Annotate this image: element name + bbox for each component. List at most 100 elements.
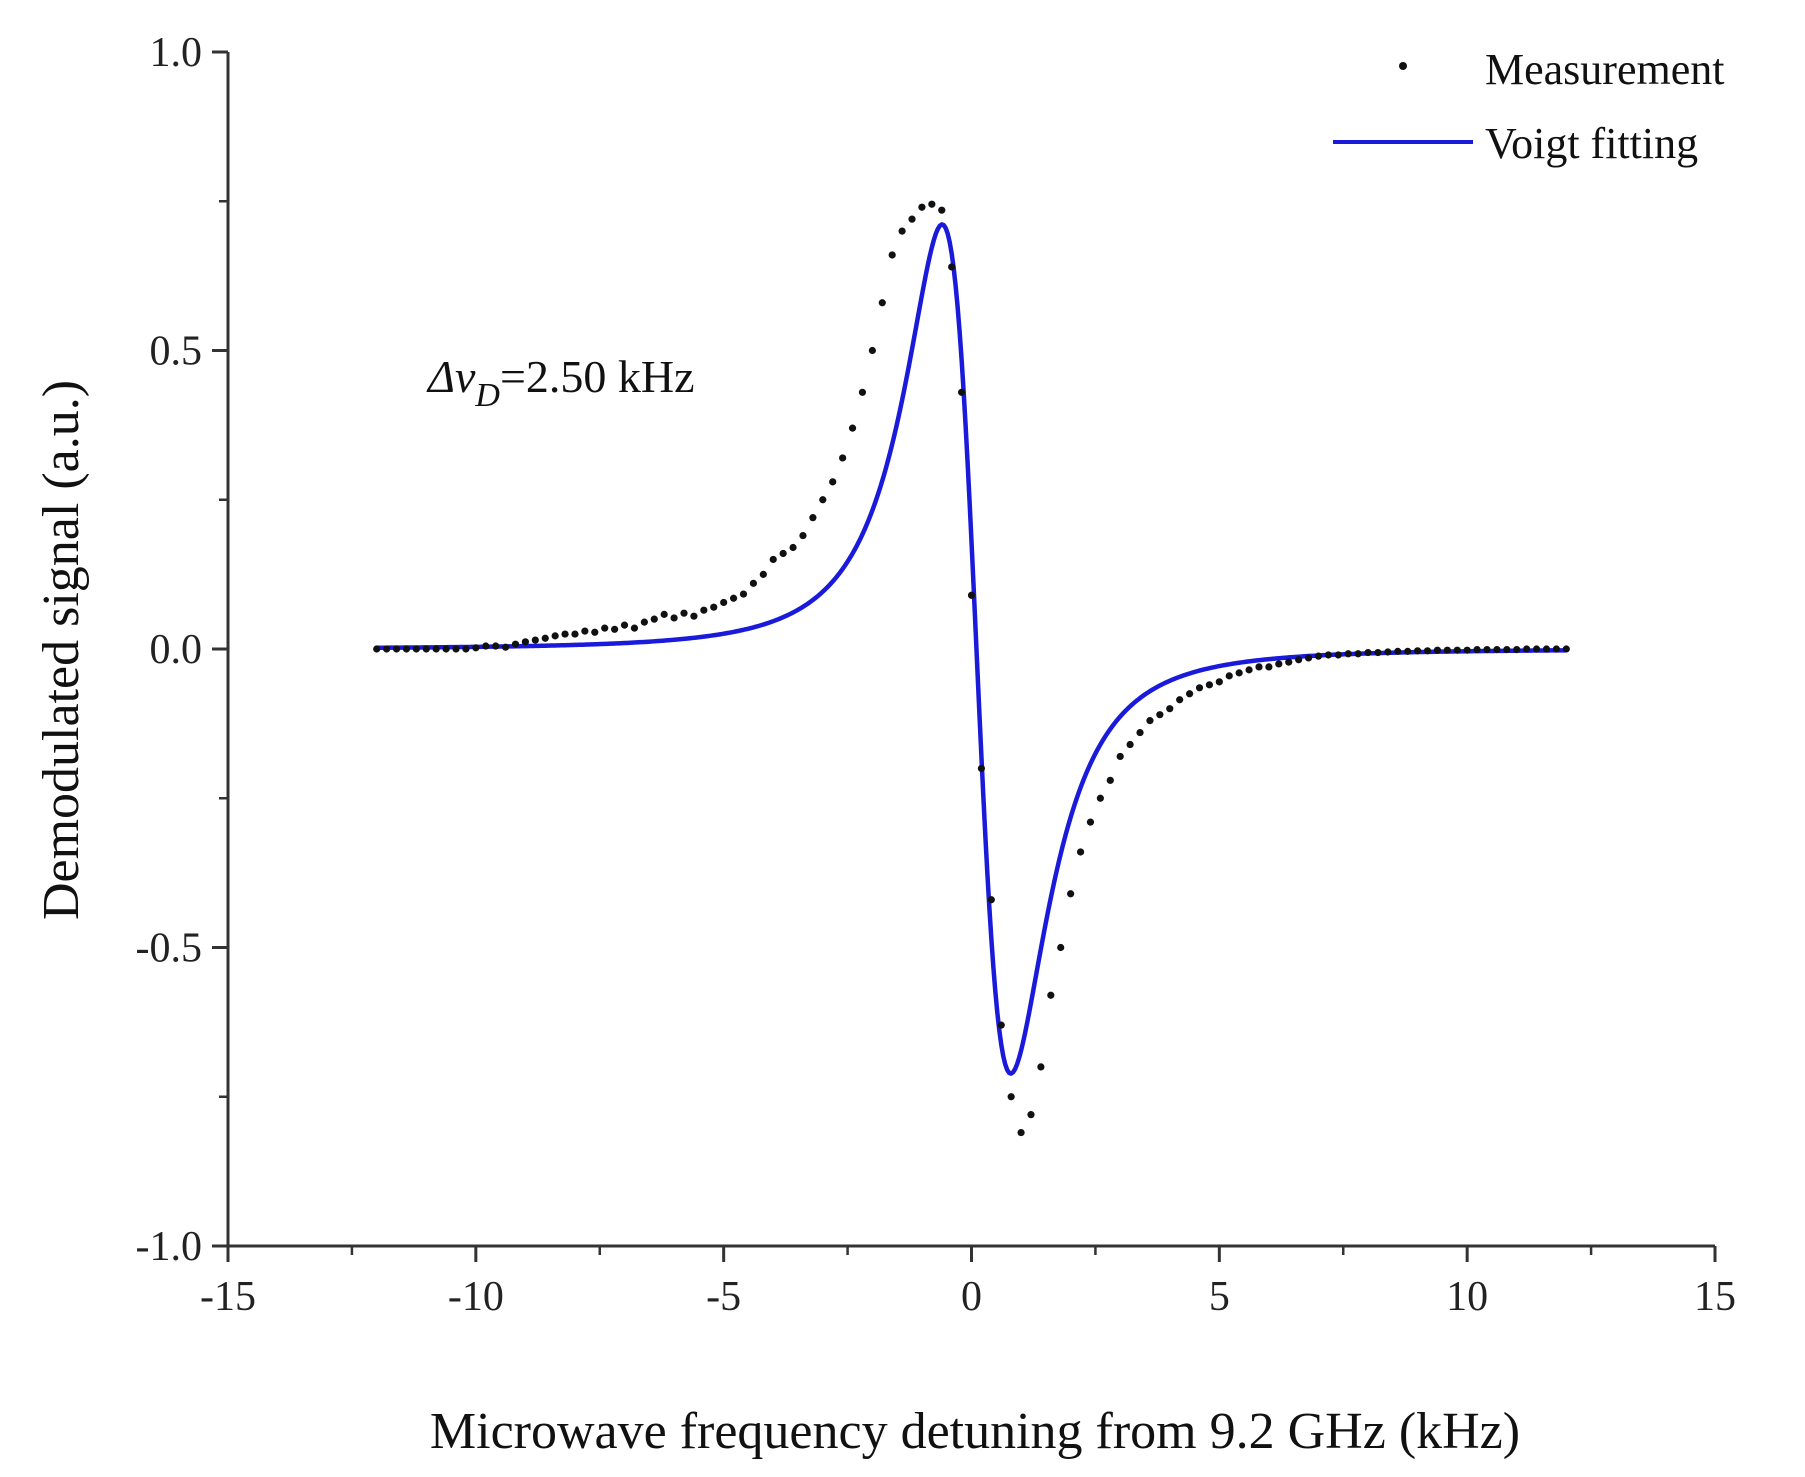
- measurement-point: [1225, 672, 1233, 680]
- x-axis-title: Microwave frequency detuning from 9.2 GH…: [430, 1403, 1520, 1460]
- measurement-point: [1245, 666, 1253, 674]
- measurement-point: [1067, 890, 1075, 898]
- measurement-point: [501, 643, 510, 651]
- measurement-point: [700, 606, 708, 614]
- scatter-layer: [373, 200, 1570, 1137]
- measurement-point: [482, 642, 490, 650]
- measurement-point: [452, 645, 460, 653]
- measurement-point: [1017, 1128, 1025, 1137]
- measurement-point: [1205, 681, 1214, 689]
- measurement-point: [1433, 646, 1442, 654]
- measurement-point: [967, 591, 976, 599]
- measurement-point: [819, 496, 827, 504]
- measurement-point: [620, 621, 629, 629]
- measurement-point: [392, 645, 401, 653]
- x-tick-label: -5: [706, 1274, 741, 1320]
- measurement-point: [630, 624, 639, 632]
- measurement-point: [898, 227, 906, 235]
- measurement-point: [1195, 684, 1204, 692]
- measurement-point: [1523, 645, 1531, 653]
- measurement-point: [809, 514, 817, 522]
- x-tick-label: 5: [1209, 1274, 1230, 1320]
- measurement-point: [1532, 645, 1541, 653]
- measurement-point: [1324, 651, 1332, 659]
- measurement-point: [1285, 658, 1293, 666]
- measurement-point: [680, 609, 688, 617]
- measurement-point: [1235, 669, 1243, 677]
- measurement-point: [799, 531, 807, 540]
- measurement-point: [1473, 646, 1481, 654]
- measurement-point: [888, 251, 896, 259]
- measurement-point: [601, 624, 609, 632]
- measurement-point: [1096, 794, 1104, 802]
- measurement-point: [541, 634, 549, 642]
- measurement-point: [1116, 752, 1124, 761]
- measurement-point: [789, 543, 797, 552]
- measurement-point: [422, 645, 430, 653]
- annotation-value: =2.50 kHz: [500, 351, 695, 402]
- measurement-point: [1384, 648, 1392, 656]
- measurement-point: [611, 625, 619, 633]
- measurement-point: [1344, 650, 1352, 658]
- measurement-point: [1404, 647, 1412, 655]
- axes-layer: -15 -10 -5 0 5 10 15 -1.0 -0.5 0.0 0.5 1.0: [136, 30, 1737, 1320]
- measurement-point: [521, 638, 530, 646]
- measurement-point: [1176, 696, 1184, 704]
- measurement-point: [1443, 646, 1451, 654]
- measurement-point: [462, 645, 470, 653]
- measurement-point: [749, 579, 758, 587]
- measurement-point: [739, 590, 748, 598]
- measurement-point: [690, 612, 698, 620]
- measurement-point: [729, 594, 738, 602]
- measurement-point: [918, 203, 926, 211]
- measurement-point: [1027, 1111, 1035, 1119]
- measurement-point: [383, 645, 391, 653]
- measurement-point: [1423, 647, 1432, 655]
- measurement-point: [1166, 705, 1174, 713]
- measurement-point: [1562, 645, 1570, 653]
- y-tick-label: -0.5: [136, 926, 203, 972]
- y-tick-label: 0.0: [150, 627, 203, 673]
- measurement-point: [938, 206, 946, 214]
- measurement-point: [1265, 663, 1273, 671]
- measurement-point: [1156, 711, 1164, 719]
- measurement-point: [640, 618, 648, 626]
- annotation-symbol: Δν: [426, 351, 476, 402]
- measurement-point: [1542, 645, 1551, 653]
- measurement-point: [1414, 647, 1422, 655]
- measurement-point: [1513, 646, 1521, 654]
- measurement-point: [1275, 660, 1283, 668]
- measurement-point: [650, 615, 658, 623]
- y-tick-label: 0.5: [150, 329, 203, 375]
- measurement-point: [511, 640, 520, 648]
- measurement-point: [1463, 646, 1471, 654]
- measurement-point: [432, 645, 440, 653]
- measurement-point: [839, 454, 847, 462]
- measurement-point: [531, 636, 539, 644]
- measurement-point: [848, 424, 857, 432]
- measurement-point: [1047, 991, 1055, 999]
- x-tick-label: 15: [1694, 1274, 1736, 1320]
- measurement-point: [720, 598, 728, 607]
- legend: Measurement Voigt fitting: [1333, 45, 1724, 168]
- measurement-point: [868, 346, 876, 355]
- measurement-point: [551, 632, 559, 640]
- measurement-point: [561, 630, 569, 638]
- measurement-point: [878, 299, 886, 307]
- measurement-point: [472, 644, 480, 652]
- measurement-point: [759, 570, 767, 578]
- measurement-point: [1453, 646, 1461, 654]
- measurement-point: [948, 263, 956, 271]
- measurement-point: [1483, 646, 1491, 654]
- measurement-point: [1057, 943, 1065, 952]
- measurement-point: [1493, 646, 1501, 654]
- measurement-point: [1146, 717, 1154, 725]
- measurement-point: [492, 642, 500, 650]
- measurement-point: [1314, 652, 1323, 660]
- measurement-point: [710, 603, 718, 611]
- measurement-point: [591, 628, 599, 636]
- measurement-point: [1086, 818, 1095, 826]
- measurement-point: [928, 200, 936, 208]
- measurement-point: [1185, 690, 1194, 698]
